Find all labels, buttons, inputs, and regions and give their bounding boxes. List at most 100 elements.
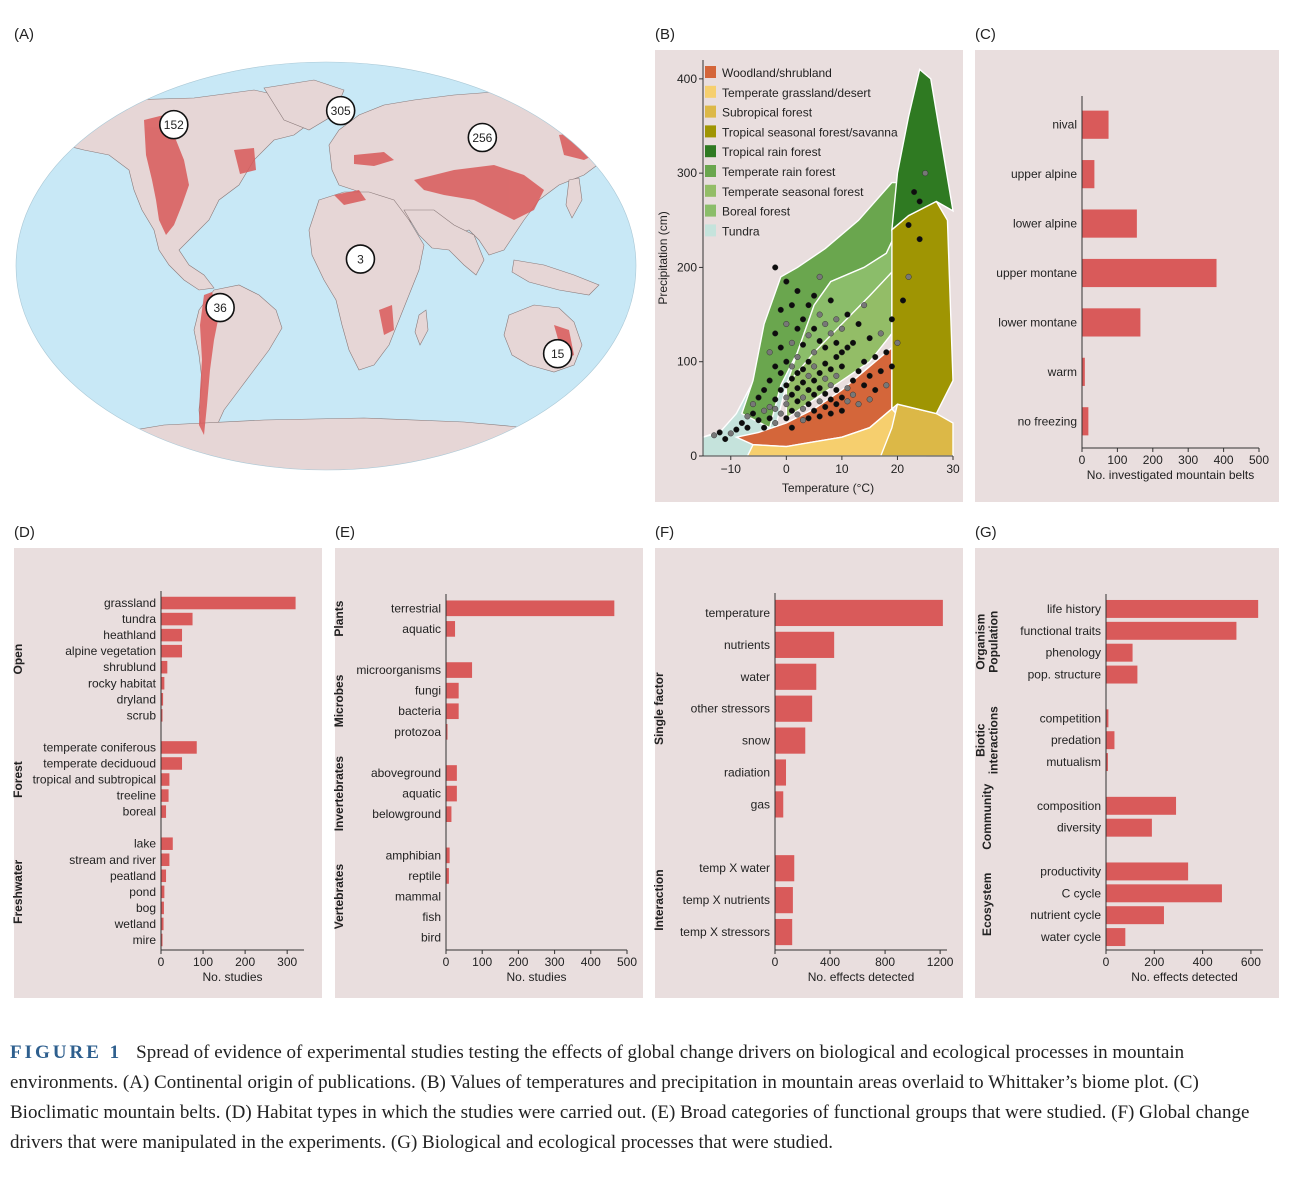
x-tick-label: 0	[1079, 453, 1086, 467]
data-point	[777, 370, 784, 377]
y-tick-label: 300	[677, 166, 697, 180]
data-point	[805, 302, 812, 309]
x-tick-label: −10	[721, 462, 742, 476]
bar	[1106, 753, 1108, 772]
data-point	[861, 358, 868, 365]
category-label: diversity	[1057, 821, 1101, 835]
bar	[1082, 407, 1089, 436]
data-point	[827, 330, 834, 337]
bar	[1082, 308, 1141, 337]
data-point	[794, 354, 801, 361]
category-label: temp X stressors	[680, 925, 770, 939]
data-point	[749, 401, 756, 408]
data-point	[783, 415, 790, 422]
x-tick-label: 300	[545, 955, 565, 969]
data-point	[905, 221, 912, 228]
bar	[775, 599, 943, 627]
data-point	[727, 430, 734, 437]
count-marker-australia	[542, 338, 573, 369]
bar	[775, 887, 793, 914]
data-point	[838, 349, 845, 356]
legend-swatch	[705, 204, 716, 217]
category-label: boreal	[123, 805, 156, 819]
bar	[775, 695, 813, 722]
bar	[775, 855, 795, 882]
data-point	[772, 363, 779, 370]
group-label: Population	[987, 611, 1001, 673]
bar	[161, 805, 167, 818]
x-tick-label: 0	[443, 955, 450, 969]
panel-d-habitat-types: grassland tundra heathland alpine vegetatio…	[11, 548, 322, 998]
category-label: aquatic	[402, 787, 441, 801]
data-point	[805, 415, 812, 422]
category-label: rocky habitat	[88, 676, 157, 690]
x-axis-label: No. effects detected	[808, 970, 915, 984]
x-tick-label: 300	[277, 955, 297, 969]
y-tick-label: 400	[677, 72, 697, 86]
category-label: upper alpine	[1011, 167, 1077, 181]
data-point	[833, 339, 840, 346]
x-tick-label: 100	[472, 955, 492, 969]
data-point	[761, 424, 768, 431]
x-tick-label: 0	[1103, 955, 1110, 969]
group-label: Interaction	[652, 869, 666, 930]
data-point	[777, 306, 784, 313]
category-label: alpine vegetation	[65, 644, 156, 658]
data-point	[788, 407, 795, 414]
data-point	[794, 325, 801, 332]
data-point	[794, 385, 801, 392]
data-point	[866, 335, 873, 342]
data-point	[733, 426, 740, 433]
data-point	[911, 188, 918, 195]
bar	[1106, 731, 1115, 750]
data-point	[766, 415, 773, 422]
panel-f-drivers: temperature nutrients water other stressors…	[652, 548, 963, 998]
region-tropical-rain-forest	[891, 68, 954, 232]
data-point	[794, 287, 801, 294]
bar	[161, 676, 165, 690]
data-point	[833, 354, 840, 361]
count-label-australia: 15	[551, 347, 565, 361]
data-point	[827, 410, 834, 417]
category-label: other stressors	[691, 702, 770, 716]
category-label: upper montane	[996, 266, 1077, 280]
data-point	[788, 339, 795, 346]
data-point	[838, 325, 845, 332]
x-axis-label: No. studies	[506, 970, 566, 984]
data-point	[794, 370, 801, 377]
data-point	[772, 405, 779, 412]
data-point	[855, 368, 862, 375]
data-point	[788, 391, 795, 398]
data-point	[861, 302, 868, 309]
group-label: Community	[980, 783, 994, 849]
category-label: aboveground	[371, 766, 441, 780]
y-tick-label: 200	[677, 260, 697, 274]
bar	[775, 727, 806, 754]
data-point	[783, 394, 790, 401]
category-label: tundra	[122, 612, 156, 626]
panel-label-d: (D)	[14, 524, 35, 541]
data-point	[816, 273, 823, 280]
count-label-south-america: 36	[213, 301, 227, 315]
legend-label: Woodland/shrubland	[722, 66, 832, 80]
data-point	[916, 198, 923, 205]
x-tick-label: 600	[1241, 955, 1261, 969]
data-point	[811, 377, 818, 384]
bar	[775, 759, 787, 786]
x-tick-label: 800	[875, 955, 895, 969]
group-label: interactions	[987, 706, 1001, 774]
data-point	[838, 363, 845, 370]
count-marker-africa	[345, 244, 376, 274]
data-point	[722, 436, 729, 443]
bar	[446, 806, 452, 822]
category-label: stream and river	[69, 853, 156, 867]
bar	[161, 789, 169, 802]
legend-label: Tundra	[722, 224, 760, 238]
data-point	[783, 401, 790, 408]
x-tick-label: 200	[1143, 453, 1163, 467]
data-point	[816, 337, 823, 344]
legend-label: Tropical rain forest	[722, 145, 822, 159]
data-point	[766, 377, 773, 384]
category-label: treeline	[117, 789, 157, 803]
legend-swatch	[705, 66, 716, 78]
